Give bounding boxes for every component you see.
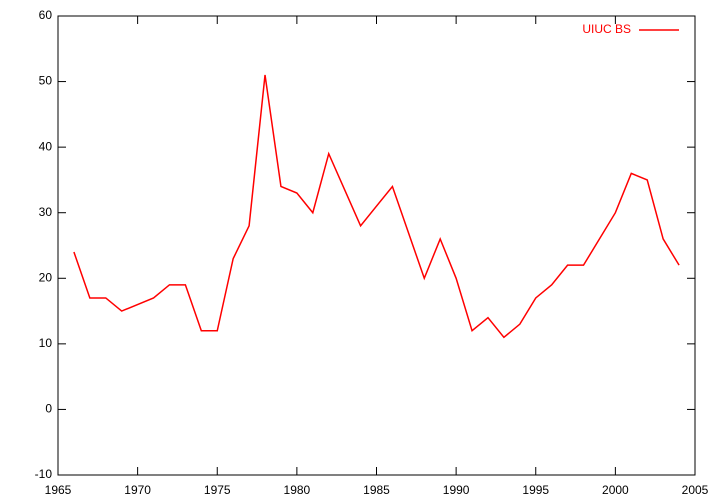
y-tick-label: 50 [39, 74, 53, 88]
series-line [73, 74, 680, 339]
x-tick-label: 1965 [45, 483, 72, 497]
x-tick-label: 1995 [522, 483, 549, 497]
x-tick-label: 1980 [284, 483, 311, 497]
y-tick-label: 0 [45, 402, 52, 416]
y-tick-label: 20 [39, 270, 53, 284]
y-tick-label: 30 [39, 205, 53, 219]
x-tick-label: 2000 [602, 483, 629, 497]
x-tick-label: 1970 [124, 483, 151, 497]
x-tick-label: 1985 [363, 483, 390, 497]
y-tick-label: 10 [39, 336, 53, 350]
legend-label: UIUC BS [582, 22, 631, 36]
x-tick-label: 2005 [682, 483, 709, 497]
y-tick-label: 40 [39, 139, 53, 153]
y-tick-label: -10 [35, 467, 53, 481]
plot-frame [57, 15, 696, 476]
x-tick-label: 1990 [443, 483, 470, 497]
x-tick-label: 1975 [204, 483, 231, 497]
y-tick-label: 60 [39, 8, 53, 22]
